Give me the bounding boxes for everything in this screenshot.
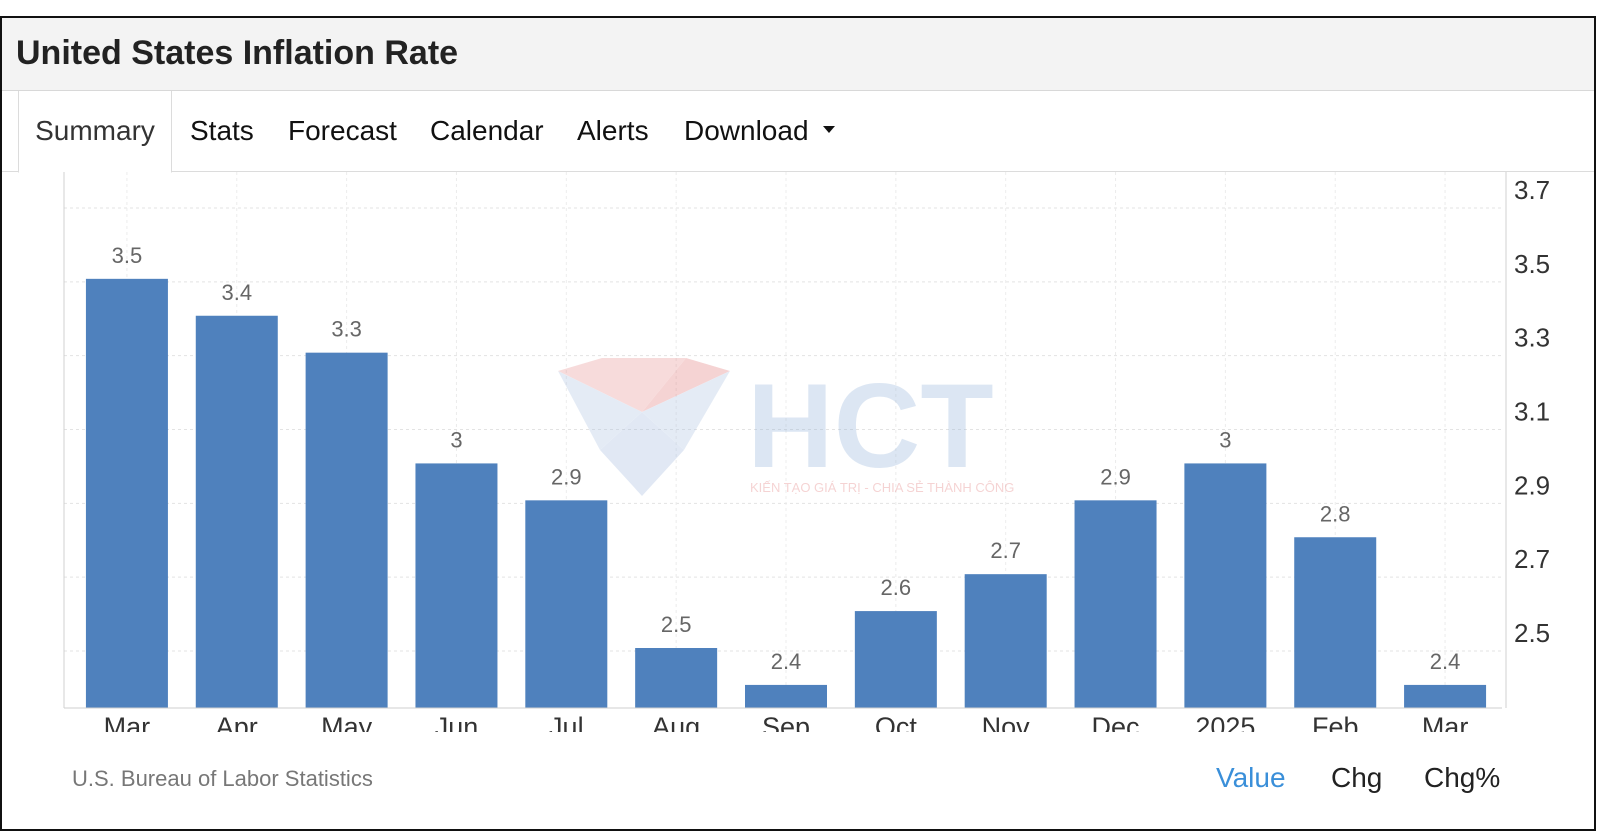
data-label: 2.9 bbox=[1100, 464, 1131, 489]
data-label: 3.3 bbox=[331, 317, 362, 342]
y-tick-label: 3.5 bbox=[1514, 249, 1550, 279]
bar bbox=[964, 574, 1047, 708]
x-tick-label: Feb bbox=[1312, 712, 1359, 732]
data-label: 2.8 bbox=[1320, 501, 1351, 526]
data-label: 2.9 bbox=[551, 464, 582, 489]
chart-svg: HCT KIẾN TẠO GIÁ TRỊ - CHIA SẺ THÀNH CÔN… bbox=[63, 172, 1550, 742]
y-tick-label: 2.9 bbox=[1514, 470, 1550, 500]
x-tick-label: Jun bbox=[435, 712, 479, 732]
x-tick-label: Mar bbox=[1422, 712, 1469, 732]
source-label: U.S. Bureau of Labor Statistics bbox=[72, 766, 373, 791]
tab-label: Forecast bbox=[288, 115, 397, 146]
data-label: 3.5 bbox=[112, 243, 143, 268]
header-bar: United States Inflation Rate bbox=[2, 18, 1594, 91]
x-tick-label: Apr bbox=[216, 712, 258, 732]
x-tick-label: Nov bbox=[982, 712, 1031, 732]
x-tick-label: Oct bbox=[875, 712, 918, 732]
watermark-logo-top-right bbox=[642, 358, 730, 412]
data-label: 2.4 bbox=[1430, 649, 1461, 674]
x-tick-label: Sep bbox=[762, 712, 810, 732]
tab-forecast[interactable]: Forecast bbox=[288, 91, 397, 171]
data-label: 2.4 bbox=[771, 649, 802, 674]
watermark-logo-left bbox=[558, 371, 642, 450]
bar bbox=[85, 278, 168, 708]
y-tick-label: 3.1 bbox=[1514, 397, 1550, 427]
bar bbox=[1404, 684, 1487, 708]
watermark-logo-text: HCT bbox=[747, 359, 994, 493]
bar-chart: HCT KIẾN TẠO GIÁ TRỊ - CHIA SẺ THÀNH CÔN… bbox=[2, 172, 1594, 742]
y-tick-label: 3.3 bbox=[1514, 323, 1550, 353]
bar bbox=[1074, 500, 1157, 708]
watermark-tagline: KIẾN TẠO GIÁ TRỊ - CHIA SẺ THÀNH CÔNG bbox=[750, 480, 1014, 495]
tab-label: Stats bbox=[190, 115, 254, 146]
watermark-logo-right bbox=[642, 371, 730, 450]
y-tick-label: 2.5 bbox=[1514, 618, 1550, 648]
tab-summary[interactable]: Summary bbox=[18, 91, 172, 173]
x-tick-label: May bbox=[321, 712, 373, 732]
caret-down-icon bbox=[822, 126, 835, 134]
page-title: United States Inflation Rate bbox=[16, 34, 459, 72]
data-label: 2.5 bbox=[661, 612, 692, 637]
data-label: 3 bbox=[1219, 427, 1231, 452]
bar bbox=[525, 500, 608, 708]
data-label: 2.6 bbox=[881, 575, 912, 600]
x-tick-label: 2025 bbox=[1195, 712, 1255, 732]
bar bbox=[305, 352, 388, 708]
y-tick-label: 3.7 bbox=[1514, 175, 1550, 205]
tab-alerts[interactable]: Alerts bbox=[577, 91, 649, 171]
bar bbox=[854, 611, 937, 708]
tab-bar: Summary Stats Forecast Calendar Alerts D… bbox=[2, 91, 1594, 173]
bar bbox=[635, 648, 718, 708]
labels-layer: 3.5 3.4 3.3 3 2.9 2.5 2.4 2.6 2.7 2.9 3 2.8 2.4 bbox=[112, 243, 1461, 674]
chg-percent-button[interactable]: Chg% bbox=[1424, 762, 1501, 793]
bar bbox=[745, 684, 827, 708]
x-tick-label: Dec bbox=[1092, 712, 1140, 732]
y-axis: 3.7 3.5 3.3 3.1 2.9 2.7 2.5 bbox=[1514, 175, 1550, 648]
value-button[interactable]: Value bbox=[1216, 762, 1286, 793]
bars-layer bbox=[85, 278, 1487, 708]
tab-label: Alerts bbox=[577, 115, 649, 146]
y-tick-label: 2.7 bbox=[1514, 544, 1550, 574]
chg-button[interactable]: Chg bbox=[1331, 762, 1383, 793]
chart-panel: United States Inflation Rate Summary Sta… bbox=[0, 16, 1596, 831]
tab-download[interactable]: Download bbox=[684, 91, 835, 171]
tab-calendar[interactable]: Calendar bbox=[430, 91, 544, 171]
bar bbox=[415, 463, 498, 708]
bar bbox=[195, 315, 278, 708]
tab-label: Download bbox=[684, 115, 809, 146]
watermark-logo-bottom bbox=[600, 412, 684, 496]
watermark: HCT KIẾN TẠO GIÁ TRỊ - CHIA SẺ THÀNH CÔN… bbox=[558, 358, 1014, 496]
data-label: 3.4 bbox=[221, 280, 252, 305]
bar bbox=[1184, 463, 1267, 708]
x-tick-label: Mar bbox=[104, 712, 151, 732]
tab-label: Calendar bbox=[430, 115, 544, 146]
tab-stats[interactable]: Stats bbox=[190, 91, 254, 171]
bar bbox=[1294, 537, 1377, 708]
tab-label: Summary bbox=[35, 115, 155, 146]
x-tick-label: Aug bbox=[652, 712, 700, 732]
x-tick-label: Jul bbox=[549, 712, 584, 732]
watermark-logo-top-left bbox=[558, 358, 686, 412]
data-label: 2.7 bbox=[990, 538, 1021, 563]
data-label: 3 bbox=[450, 427, 462, 452]
